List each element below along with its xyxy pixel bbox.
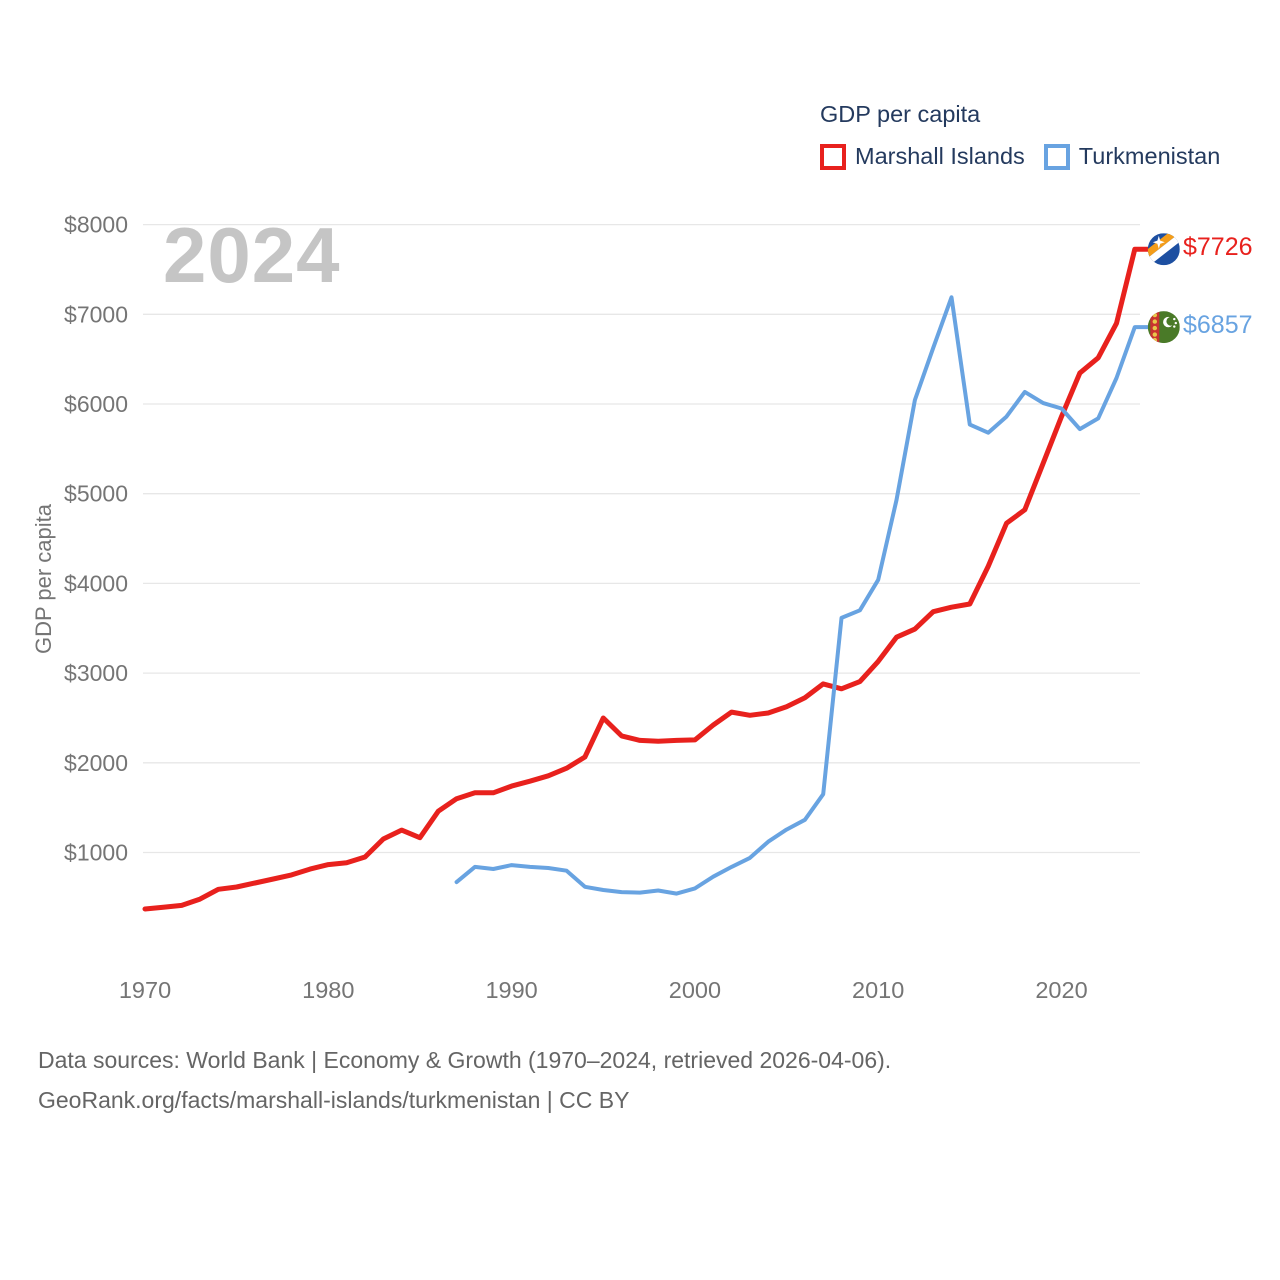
legend-item-turkmenistan[interactable]: Turkmenistan [1043, 143, 1221, 170]
chart-legend: GDP per capita Marshall Islands Turkmeni… [820, 101, 1220, 170]
year-watermark: 2024 [163, 211, 341, 299]
y-tick-label: $7000 [64, 301, 128, 327]
series-line-marshall-islands [142, 246, 1151, 912]
marshall-islands-value-label: $7726 [1183, 233, 1253, 261]
y-tick-label: $8000 [64, 212, 128, 238]
x-tick-label: 1970 [119, 977, 171, 1003]
legend-row: Marshall Islands Turkmenistan [820, 143, 1220, 170]
turkmenistan-flag-icon [1147, 311, 1180, 344]
y-axis-title: GDP per capita [31, 504, 56, 655]
marshall-islands-flag-icon [1147, 233, 1180, 266]
legend-item-marshall-islands[interactable]: Marshall Islands [820, 143, 1025, 170]
y-tick-label: $2000 [64, 750, 128, 776]
x-tick-label: 2020 [1035, 977, 1087, 1003]
marshall-islands-swatch-icon [820, 143, 846, 170]
turkmenistan-value-label: $6857 [1183, 311, 1253, 339]
y-tick-label: $3000 [64, 660, 128, 686]
x-tick-label: 1990 [485, 977, 537, 1003]
legend-label: Turkmenistan [1078, 143, 1221, 169]
series-line-turkmenistan [454, 295, 1150, 896]
footer-sources: Data sources: World Bank | Economy & Gro… [38, 1047, 892, 1073]
y-tick-label: $5000 [64, 481, 128, 507]
turkmenistan-swatch-icon [1043, 143, 1070, 170]
x-tick-label: 2000 [669, 977, 721, 1003]
legend-title: GDP per capita [820, 101, 981, 127]
x-tick-label: 2010 [852, 977, 904, 1003]
footer-link: GeoRank.org/facts/marshall-islands/turkm… [38, 1087, 630, 1113]
y-tick-label: $4000 [64, 570, 128, 596]
legend-label: Marshall Islands [855, 143, 1025, 169]
y-tick-label: $6000 [64, 391, 128, 417]
y-tick-label: $1000 [64, 840, 128, 866]
x-tick-label: 1980 [302, 977, 354, 1003]
